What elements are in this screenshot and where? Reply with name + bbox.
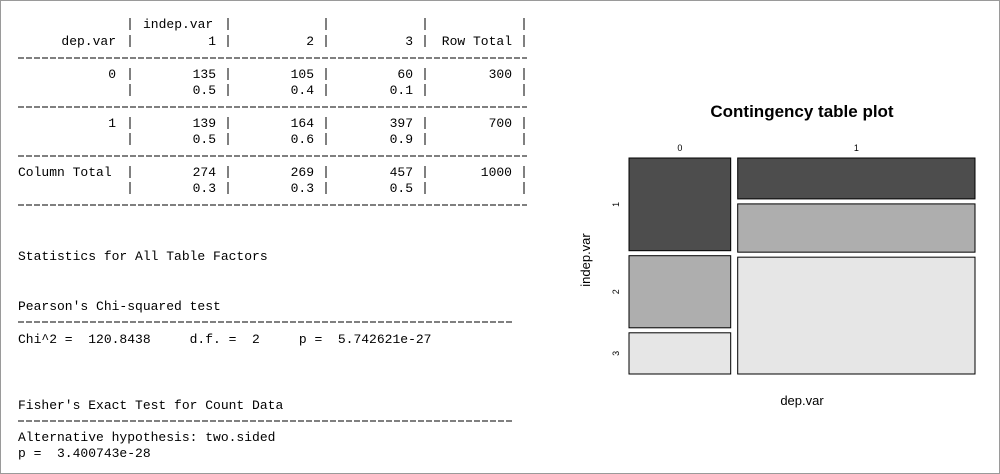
row-label: 1	[108, 116, 116, 131]
cell-proportion: 0.3	[291, 181, 314, 196]
col-var: indep.var	[143, 17, 213, 32]
cell-proportion: 0.5	[193, 83, 216, 98]
column-header: Row Total	[442, 34, 512, 49]
cell-count: 164	[291, 116, 315, 131]
cell-proportion: 0.1	[390, 83, 414, 98]
mosaic-cell	[737, 203, 976, 253]
pearson-result: Chi^2 = 120.8438 d.f. = 2 p = 5.742621e-…	[18, 332, 431, 347]
pearson-title: Pearson's Chi-squared test	[18, 299, 221, 314]
mosaic-cell	[628, 255, 732, 329]
mosaic-cell	[628, 332, 732, 375]
fisher-alternative: Alternative hypothesis: two.sided	[18, 430, 275, 445]
mosaic-cell	[628, 157, 732, 252]
column-header: 3	[405, 34, 413, 49]
cell-proportion: 0.5	[193, 132, 216, 147]
cell-proportion: 0.4	[291, 83, 315, 98]
cell-proportion: 0.5	[390, 181, 413, 196]
fisher-title: Fisher's Exact Test for Count Data	[18, 398, 283, 413]
x-tick-label: 0	[677, 143, 682, 153]
cell-count: 274	[193, 165, 217, 180]
y-tick-label: 3	[611, 351, 621, 356]
cell-count: 105	[291, 67, 314, 82]
row-label: 0	[108, 67, 116, 82]
y-axis-label: indep.var	[578, 233, 593, 287]
x-tick-label: 1	[854, 143, 859, 153]
cell-count: 457	[390, 165, 413, 180]
cell-count: 397	[390, 116, 413, 131]
cell-proportion: 0.3	[193, 181, 216, 196]
y-tick-label: 1	[611, 202, 621, 207]
fisher-result: p = 3.400743e-28	[18, 446, 151, 461]
column-header: 2	[306, 34, 314, 49]
mosaic-cell	[737, 157, 976, 200]
cell-count: 700	[489, 116, 512, 131]
column-header: 1	[208, 34, 216, 49]
y-tick-label: 2	[611, 289, 621, 294]
stats-heading: Statistics for All Table Factors	[18, 249, 268, 264]
cell-count: 139	[193, 116, 216, 131]
cell-count: 1000	[481, 165, 512, 180]
mosaic-cell	[737, 256, 976, 375]
cell-proportion: 0.9	[390, 132, 413, 147]
cell-count: 135	[193, 67, 216, 82]
cell-count: 60	[397, 67, 413, 82]
plot-title: Contingency table plot	[710, 102, 894, 121]
row-label: Column Total	[18, 165, 112, 180]
cell-count: 269	[291, 165, 314, 180]
cell-proportion: 0.6	[291, 132, 314, 147]
row-var: dep.var	[61, 34, 116, 49]
cell-count: 300	[489, 67, 512, 82]
x-axis-label: dep.var	[780, 393, 824, 408]
